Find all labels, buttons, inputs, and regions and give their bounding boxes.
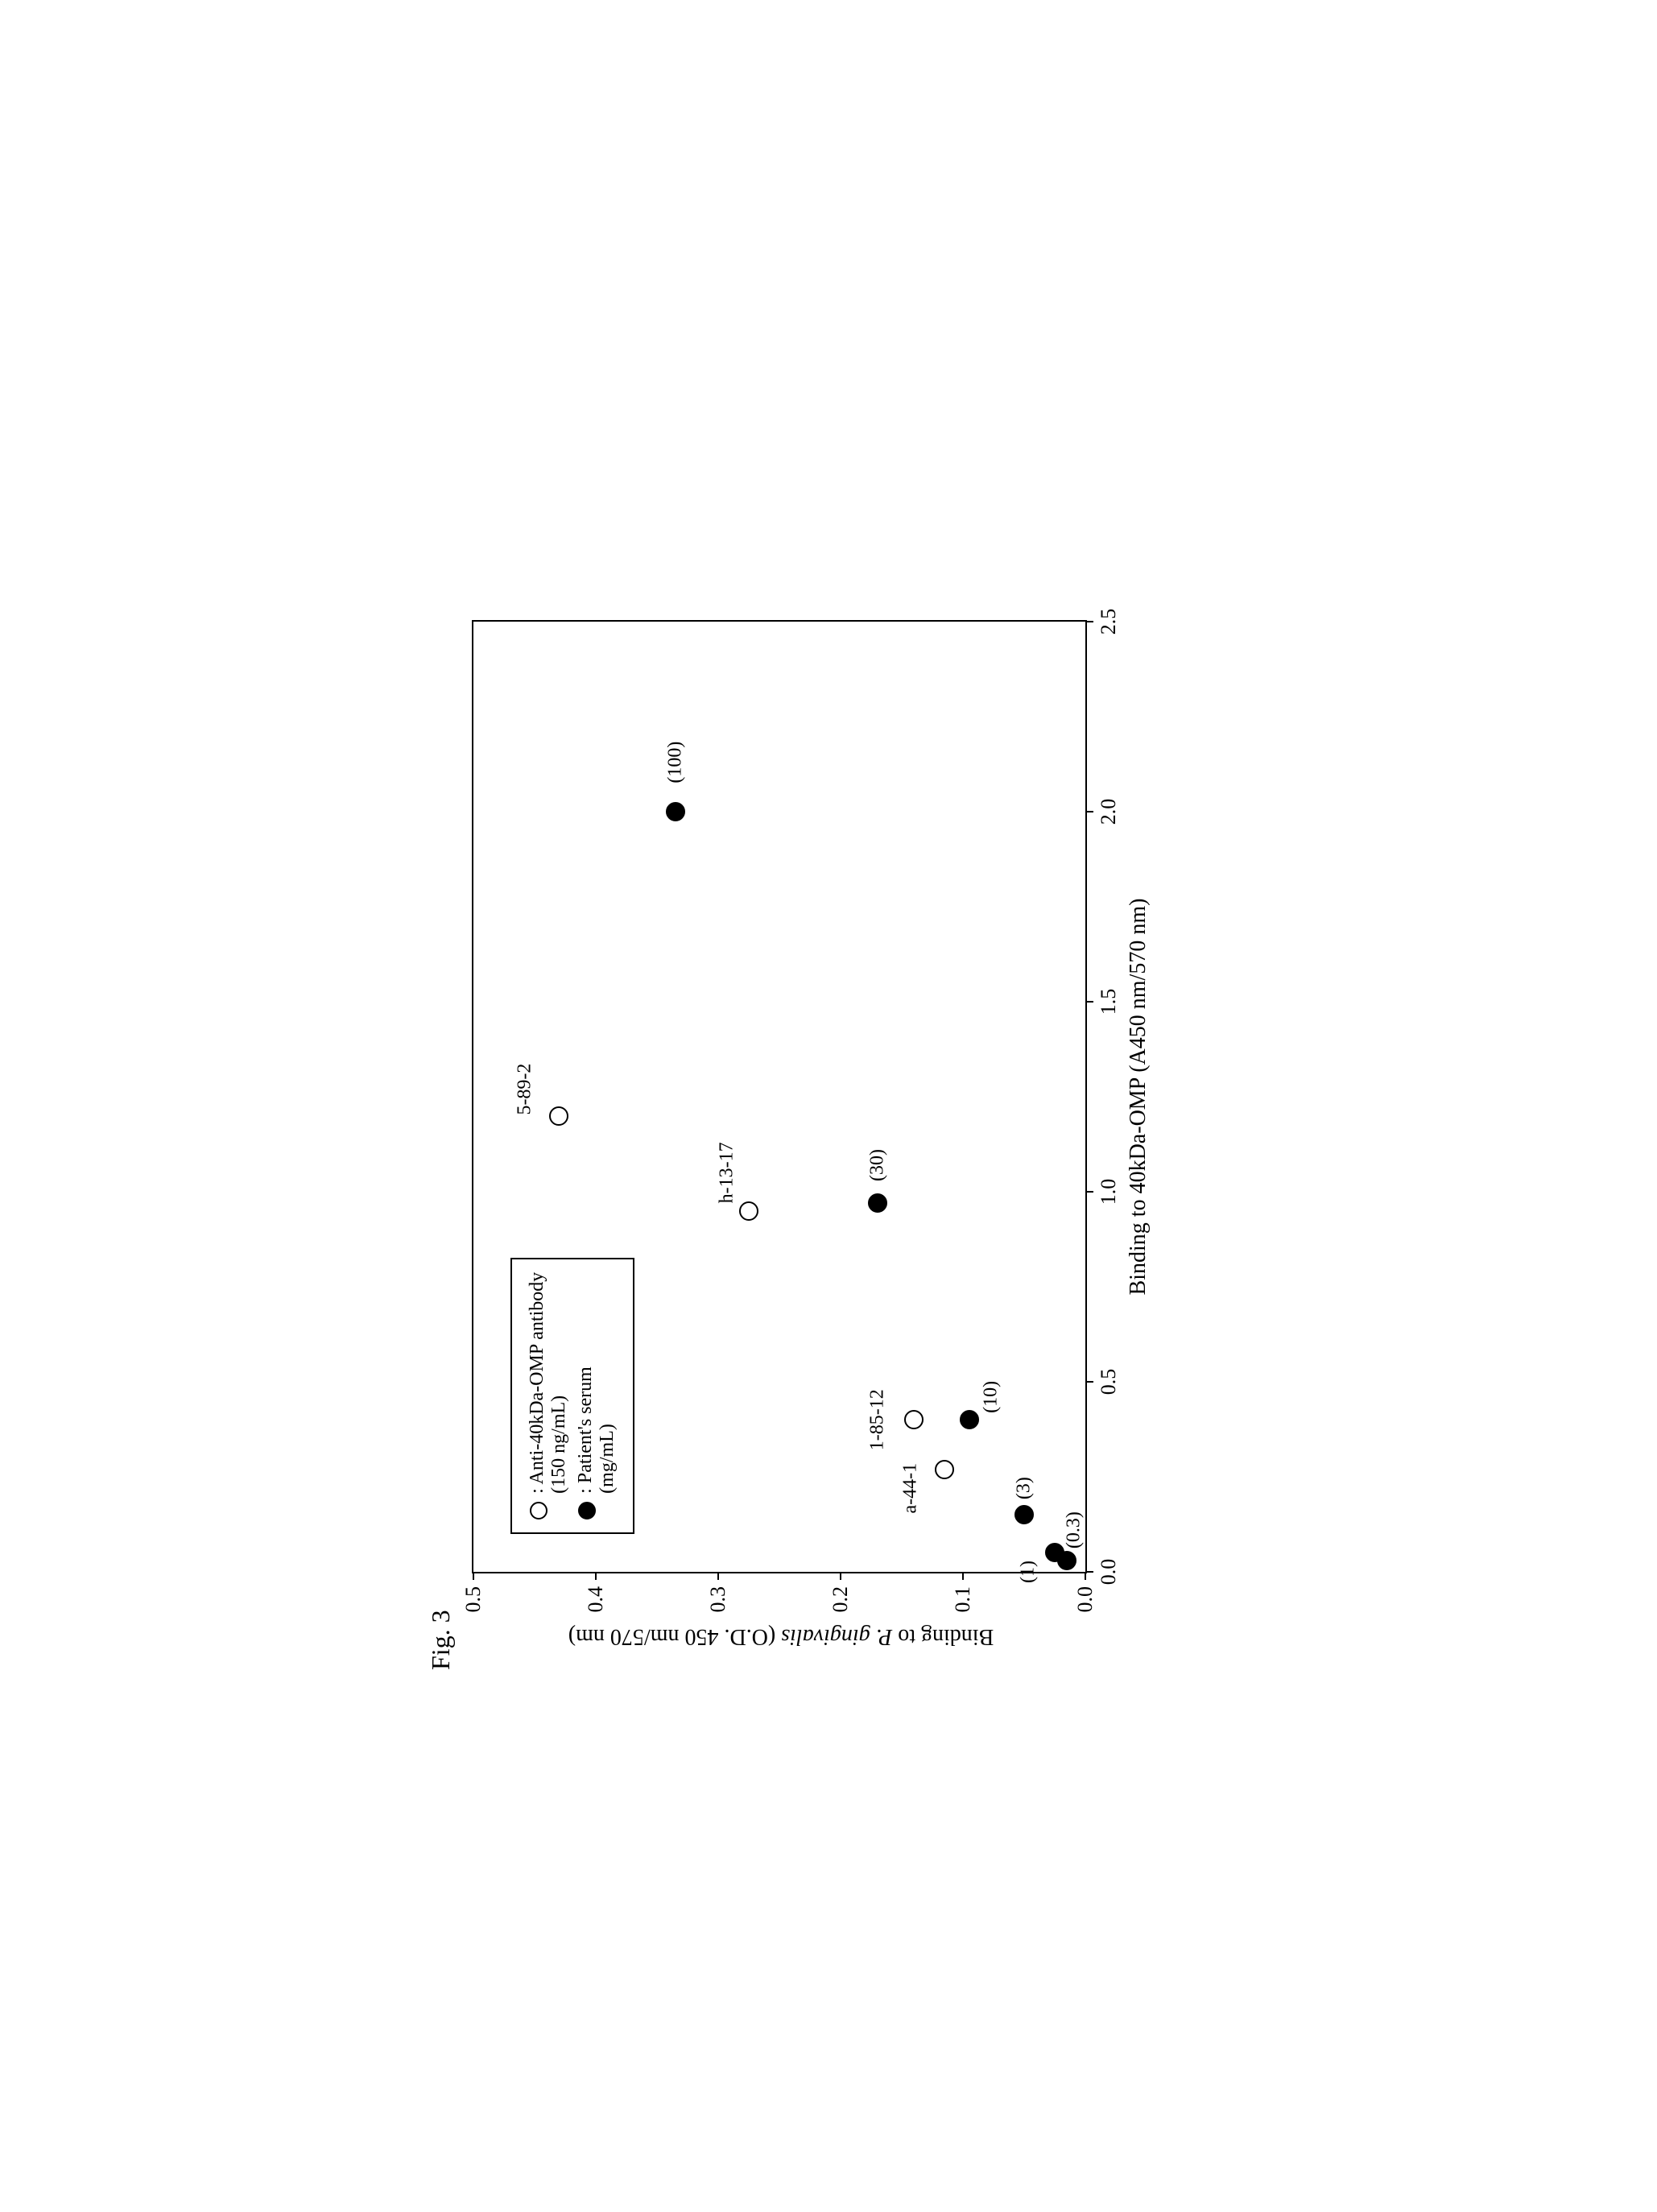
legend-line2: (mg/mL): [597, 1366, 618, 1494]
y-tick-label: 0.5: [461, 1586, 486, 1635]
figure-label: Fig. 3: [426, 543, 456, 1670]
y-tick: [717, 1572, 719, 1580]
legend-marker-icon: [578, 1501, 596, 1519]
point-label: 1-85-12: [866, 1389, 888, 1450]
legend: : Anti-40kDa-OMP antibody (150 ng/mL): P…: [510, 1257, 634, 1533]
x-tick: [1085, 1191, 1093, 1193]
y-label-italic: P. gingivalis: [781, 1624, 892, 1649]
point-label: 5-89-2: [514, 1063, 535, 1114]
x-tick-label: 2.0: [1097, 798, 1121, 825]
data-point: [739, 1201, 758, 1220]
data-point: [960, 1410, 979, 1429]
x-tick-label: 1.5: [1097, 988, 1121, 1015]
legend-line1: : Anti-40kDa-OMP antibody: [527, 1271, 548, 1493]
point-label: (3): [1014, 1477, 1035, 1499]
data-point: [904, 1410, 924, 1429]
point-label: (0.3): [1064, 1511, 1085, 1548]
y-tick-label: 0.0: [1073, 1586, 1097, 1635]
y-tick: [1085, 1572, 1086, 1580]
legend-text: : Patient's serum (mg/mL): [575, 1366, 618, 1494]
point-label: a-44-1: [899, 1462, 921, 1513]
legend-text: : Anti-40kDa-OMP antibody (150 ng/mL): [527, 1271, 570, 1493]
x-axis-label: Binding to 40kDa-OMP (A450 nm/570 nm): [1126, 898, 1151, 1295]
y-axis-label: Binding to P. gingivalis (O.D. 450 nm/57…: [556, 1623, 1006, 1649]
y-tick: [840, 1572, 841, 1580]
point-label: (100): [664, 741, 686, 783]
legend-item: : Patient's serum (mg/mL): [575, 1271, 618, 1519]
legend-item: : Anti-40kDa-OMP antibody (150 ng/mL): [527, 1271, 570, 1519]
x-tick-label: 0.0: [1097, 1558, 1121, 1585]
scatter-plot: 0.00.51.01.52.02.50.00.10.20.30.40.5Bind…: [472, 620, 1087, 1573]
x-tick: [1085, 1001, 1093, 1003]
data-point: [1014, 1505, 1034, 1524]
y-label-prefix: Binding to: [892, 1624, 994, 1649]
y-tick: [473, 1572, 474, 1580]
legend-marker-icon: [530, 1501, 548, 1519]
data-point: [666, 802, 685, 821]
y-tick: [962, 1572, 964, 1580]
x-tick: [1085, 1381, 1093, 1383]
point-label: (30): [866, 1148, 888, 1180]
y-label-suffix: (O.D. 450 nm/570 nm): [568, 1624, 781, 1649]
figure-wrapper: Fig. 3 0.00.51.01.52.02.50.00.10.20.30.4…: [426, 543, 1231, 1670]
x-tick: [1085, 1571, 1093, 1573]
x-tick: [1085, 621, 1093, 622]
point-label: h-13-17: [716, 1142, 738, 1203]
data-point: [549, 1106, 568, 1125]
x-tick: [1085, 811, 1093, 812]
legend-line1: : Patient's serum: [575, 1366, 597, 1494]
x-tick-label: 0.5: [1097, 1368, 1121, 1395]
legend-line2: (150 ng/mL): [548, 1271, 570, 1493]
data-point: [1045, 1543, 1064, 1562]
point-label: (10): [980, 1380, 1002, 1412]
x-tick-label: 2.5: [1097, 608, 1121, 635]
x-tick-label: 1.0: [1097, 1178, 1121, 1205]
y-tick: [595, 1572, 597, 1580]
data-point: [935, 1459, 954, 1478]
point-label: (1): [1017, 1561, 1039, 1583]
data-point: [868, 1193, 887, 1213]
